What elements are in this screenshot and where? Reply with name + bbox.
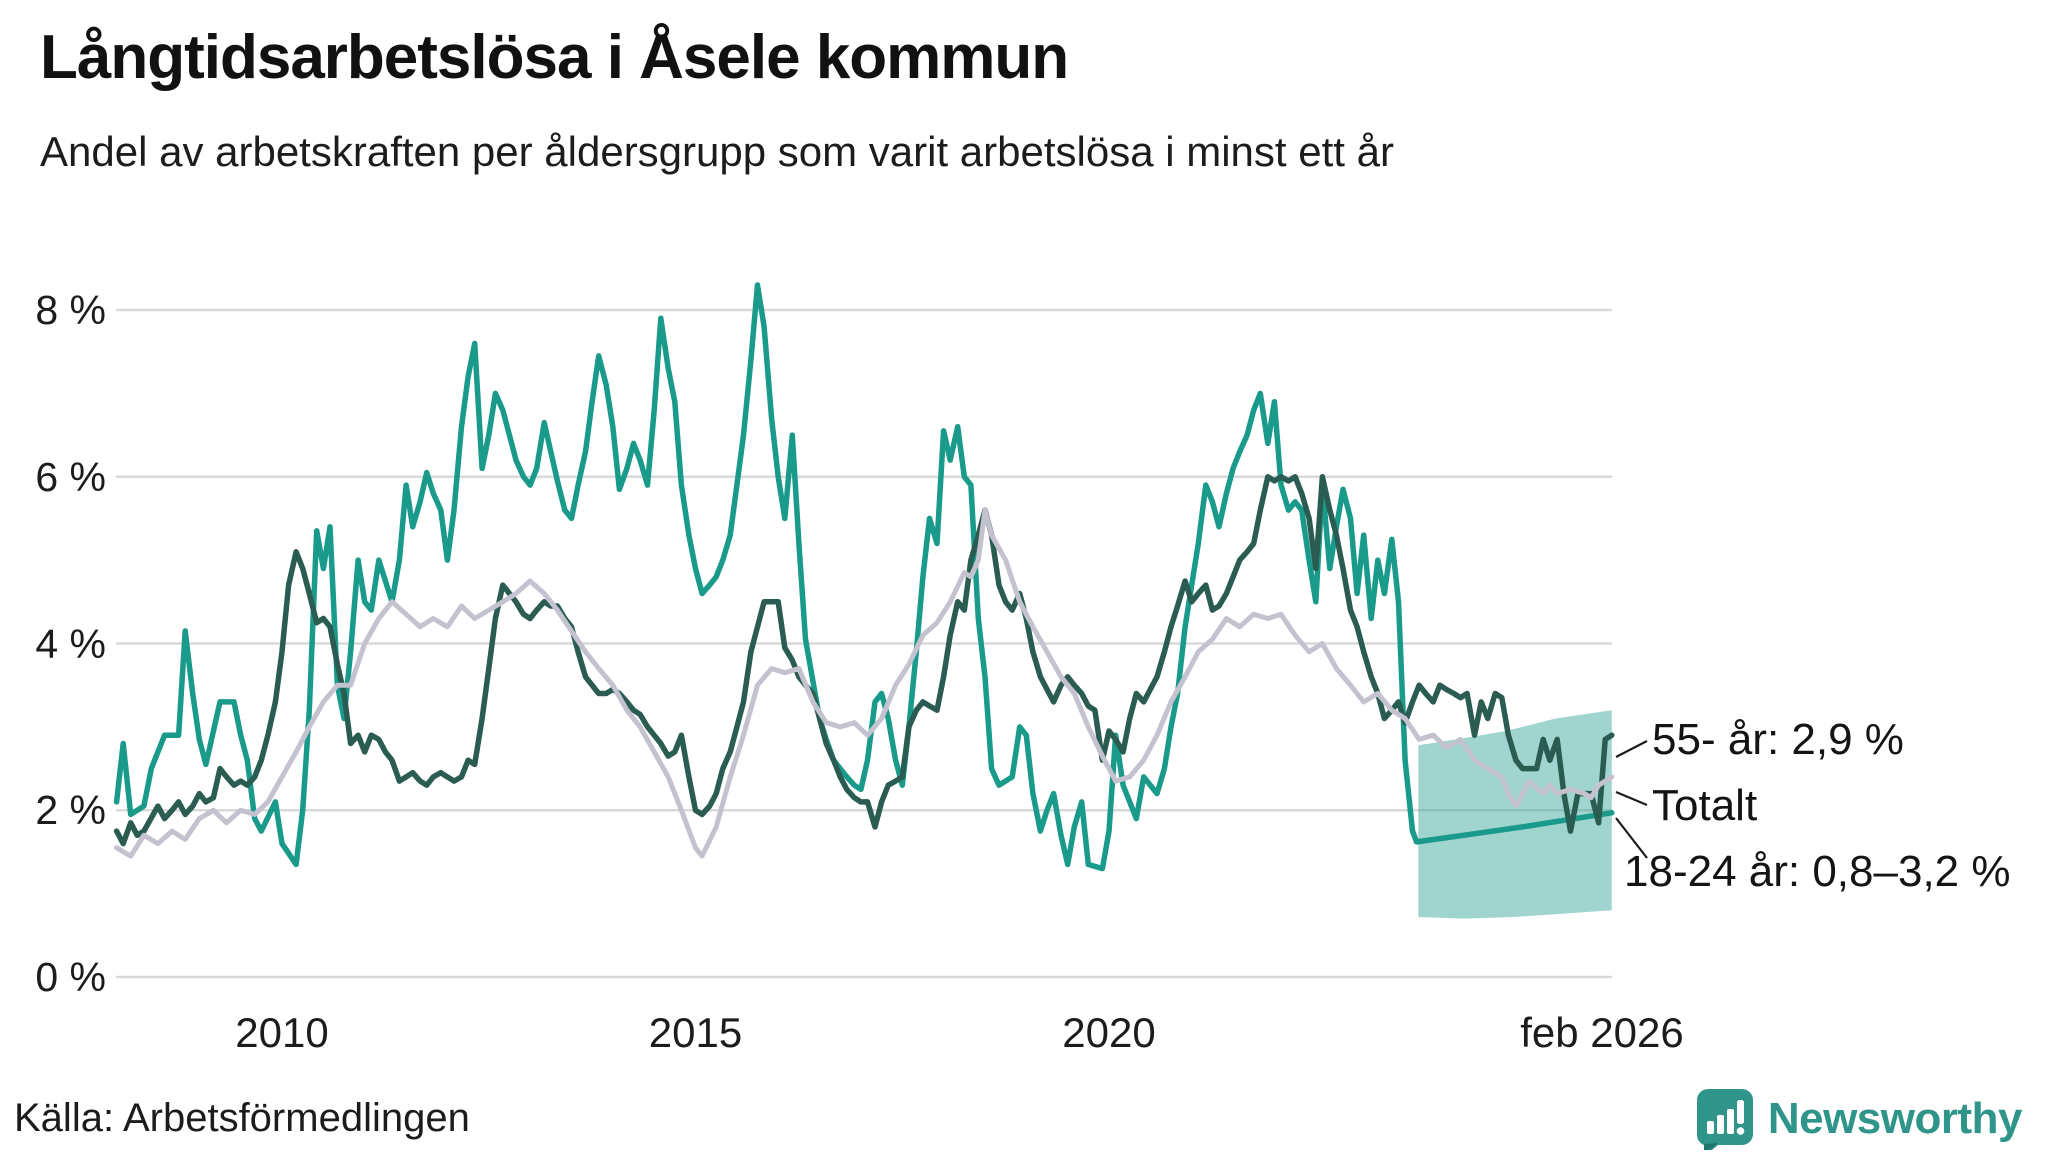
series-line-18-24-r [113, 282, 1615, 872]
logo-bubble-shape [1696, 1089, 1753, 1152]
x-tick-label-2020: 2020 [1062, 1009, 1156, 1056]
y-tick-label-2: 2 % [35, 787, 106, 834]
connector-totalt [1615, 790, 1648, 807]
series-line-totalt [114, 507, 1615, 859]
newsworthy-logo-icon [1696, 1088, 1754, 1152]
annotation-55-r: 55- år: 2,9 % [1652, 715, 1904, 764]
newsworthy-logo[interactable]: Newsworthy [1696, 1088, 2023, 1152]
page-subtitle: Andel av arbetskraften per åldersgrupp s… [40, 128, 1394, 175]
y-tick-label-4: 4 % [35, 620, 106, 667]
page-title: Långtidsarbetslösa i Åsele kommun [40, 23, 1069, 92]
annotation-totalt: Totalt [1652, 781, 1758, 830]
newsworthy-logo-text: Newsworthy [1767, 1094, 2023, 1143]
x-tick-label-2010: 2010 [235, 1009, 329, 1056]
annotation-18-24-r: 18-24 år: 0,8–3,2 % [1624, 847, 2011, 896]
y-tick-label-8: 8 % [35, 287, 106, 333]
y-tick-label-6: 6 % [35, 453, 106, 500]
x-tick-label-2015: 2015 [648, 1009, 743, 1056]
x-tick-label-feb-2026: feb 2026 [1520, 1009, 1684, 1056]
y-tick-label-0: 0 % [35, 954, 106, 1000]
forecast-band-18-24 [1418, 710, 1612, 919]
connector-18-24-ar [1615, 817, 1648, 859]
series-line-55-r [113, 474, 1615, 847]
source-note: Källa: Arbetsförmedlingen [14, 1096, 470, 1140]
connector-55-ar [1615, 740, 1648, 758]
